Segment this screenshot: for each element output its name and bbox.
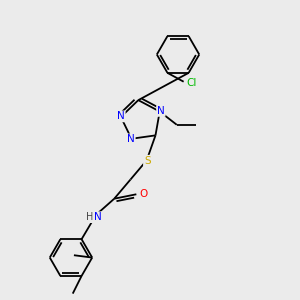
Text: N: N [157,106,165,116]
Text: N: N [127,134,135,144]
Text: H: H [86,212,93,222]
Text: N: N [94,212,101,222]
Text: O: O [140,189,148,199]
Text: Cl: Cl [187,78,197,88]
Text: N: N [117,111,125,122]
Text: S: S [144,156,151,166]
